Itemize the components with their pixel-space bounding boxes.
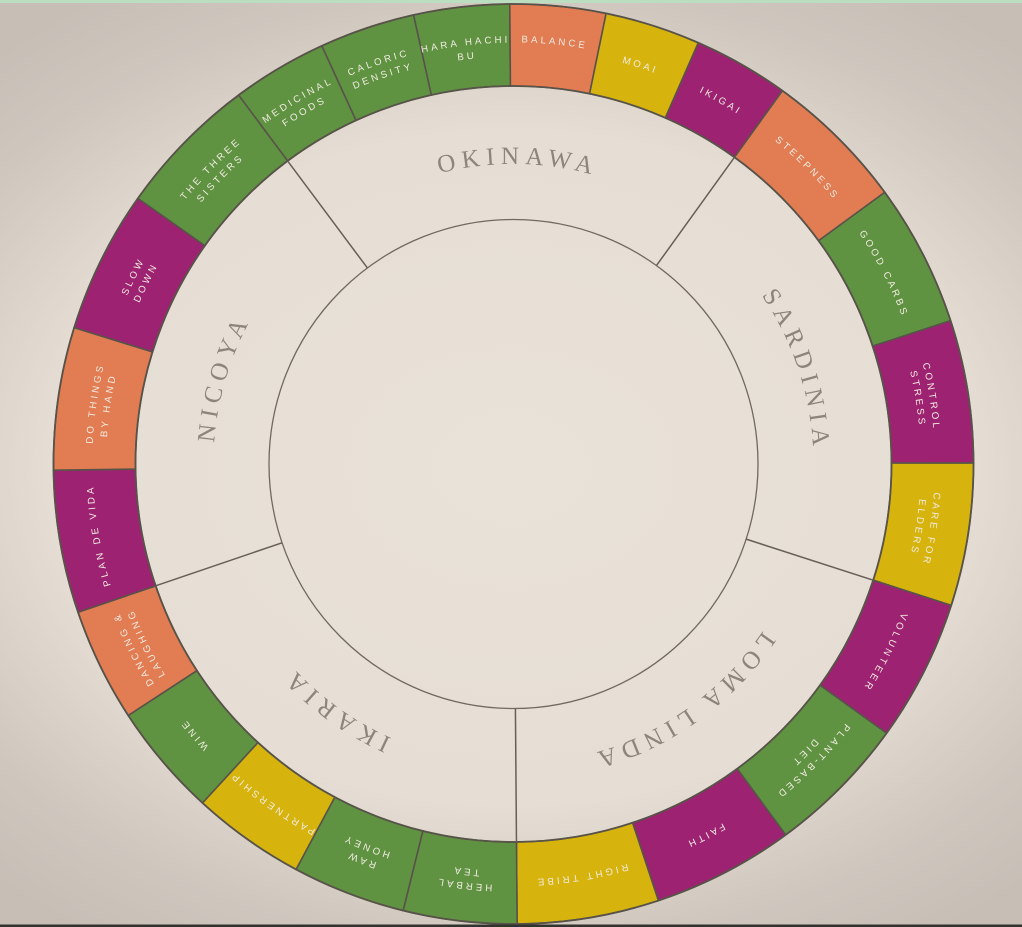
svg-text:TEA: TEA — [451, 864, 480, 878]
svg-text:BU: BU — [457, 50, 478, 63]
